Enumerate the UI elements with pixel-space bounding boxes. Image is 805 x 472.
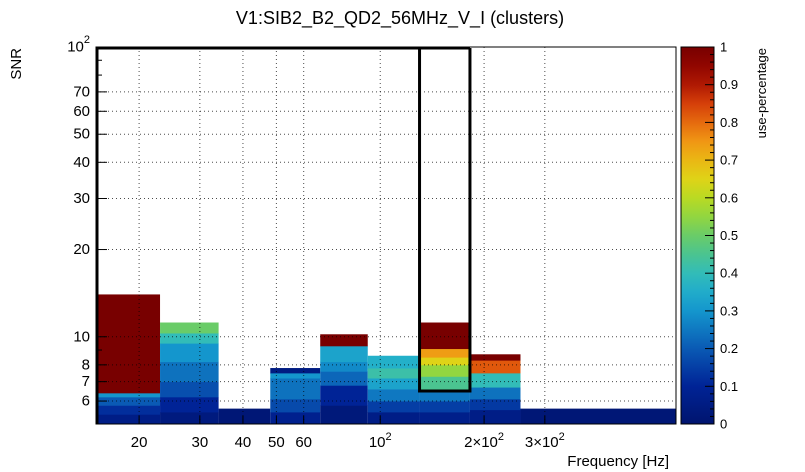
y-axis-label: SNR [8, 48, 25, 80]
y-tick-label: 70 [73, 83, 90, 100]
x-axis-label: Frequency [Hz] [567, 453, 669, 470]
heatmap-cell [419, 401, 470, 413]
heatmap-cell [419, 364, 470, 377]
x-axis: 20 30 40 50 60 102 2×102 3×102 [131, 416, 565, 451]
colorbar-label: use-percentage [754, 48, 769, 138]
heatmap-cell [96, 405, 161, 415]
colorbar-tick-label: 0.7 [720, 153, 738, 168]
heatmap-cell [469, 354, 521, 361]
heatmap-cells [96, 294, 676, 425]
x-tick-label: 60 [295, 434, 312, 451]
heatmap-cell [367, 389, 420, 402]
heatmap-cell [270, 398, 321, 413]
heatmap-cell [218, 408, 271, 425]
colorbar-tick-label: 0.4 [720, 266, 738, 281]
heatmap-cell [469, 398, 521, 411]
heatmap-cell [320, 371, 368, 386]
colorbar-tick-label: 0.1 [720, 379, 738, 394]
x-tick-label: 50 [268, 434, 285, 451]
y-tick-label: 10 [73, 328, 90, 345]
heatmap-cell [419, 357, 470, 366]
plot-frame [95, 46, 677, 425]
heatmap-cell [320, 361, 368, 372]
colorbar-tick-label: 0 [720, 417, 727, 432]
chart-title: V1:SIB2_B2_QD2_56MHz_V_I (clusters) [236, 8, 564, 29]
heatmap-cell [160, 381, 219, 398]
heatmap-cell [160, 333, 219, 344]
y-tick-label: 20 [73, 241, 90, 258]
y-tick-label: 8 [82, 356, 90, 373]
colorbar-tick-label: 0.2 [720, 341, 738, 356]
heatmap-cell [270, 368, 321, 374]
colorbar-tick-label: 0.8 [720, 115, 738, 130]
x-tick-label: 2×102 [464, 431, 504, 451]
heatmap-cell [320, 334, 368, 347]
heatmap-cell [419, 412, 470, 425]
heatmap-cell [469, 387, 521, 400]
heatmap-cell [320, 345, 368, 363]
heatmap-cell [270, 378, 321, 400]
x-tick-label: 30 [192, 434, 209, 451]
x-tick-label: 102 [369, 431, 392, 451]
outline-contour [95, 46, 470, 424]
heatmap-cell [367, 401, 420, 413]
heatmap-cell [520, 408, 676, 425]
heatmap-cell [96, 392, 161, 398]
colorbar-tick-label: 0.6 [720, 190, 738, 205]
heatmap-cell [160, 396, 219, 413]
heatmap-cell [320, 385, 368, 406]
heatmap-cell [469, 372, 521, 388]
y-tick-label: 102 [67, 34, 90, 56]
highlight-box [418, 48, 472, 393]
y-tick-label: 6 [82, 393, 90, 410]
y-tick-label: 7 [82, 373, 90, 390]
heatmap-cell [270, 372, 321, 379]
heatmap-cell [367, 368, 420, 379]
y-tick-label: 60 [73, 103, 90, 120]
y-axis: 6 78 10 20 30 40 50 60 70 102 [67, 34, 107, 410]
x-tick-label: 20 [131, 434, 148, 451]
heatmap-cell [160, 361, 219, 383]
heatmap-cell [160, 412, 219, 425]
heatmap-cell [367, 355, 420, 369]
heatmap-cell [469, 360, 521, 374]
colorbar-tick-label: 1 [720, 40, 727, 55]
heatmap-cell [160, 322, 219, 334]
y-tick-label: 40 [73, 154, 90, 171]
heatmap-cell [367, 378, 420, 390]
y-tick-label: 50 [73, 126, 90, 143]
heatmap-cell [367, 412, 420, 425]
heatmap-cell [469, 409, 521, 425]
heatmap-cell [419, 322, 470, 350]
heatmap-cell [96, 414, 161, 425]
heatmap-cell [96, 294, 161, 394]
heatmap-cell [320, 405, 368, 425]
x-tick-label: 3×102 [525, 431, 565, 451]
colorbar: 0 0.1 0.2 0.3 0.4 0.5 0.6 0.7 0.8 0.9 1 [680, 40, 738, 432]
heatmap-cell [419, 348, 470, 358]
y-tick-label: 30 [73, 190, 90, 207]
heatmap-cell [419, 390, 470, 402]
x-tick-label: 40 [235, 434, 252, 451]
heatmap-cell [160, 343, 219, 363]
colorbar-tick-label: 0.3 [720, 303, 738, 318]
colorbar-tick-label: 0.5 [720, 228, 738, 243]
heatmap-cell [419, 376, 470, 392]
heatmap-cell [270, 412, 321, 425]
colorbar-tick-label: 0.9 [720, 77, 738, 92]
